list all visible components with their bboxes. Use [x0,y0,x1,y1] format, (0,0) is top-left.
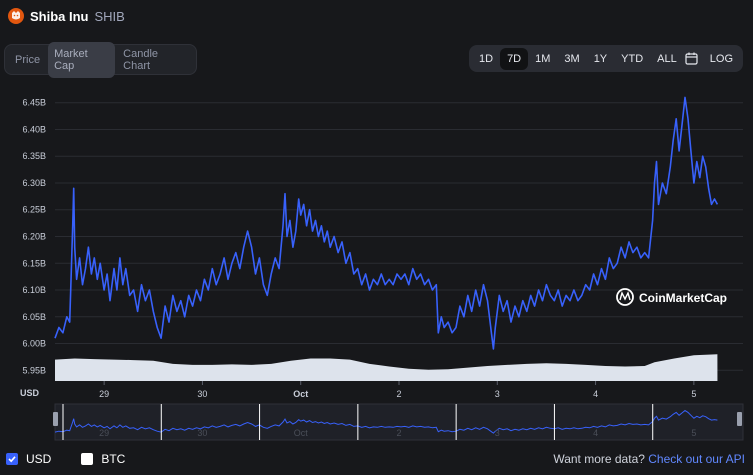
api-link[interactable]: Check out our API [648,452,745,466]
volume-area [55,354,718,381]
range-1d-button[interactable]: 1D [479,52,494,65]
navigator-tick-label: 2 [396,428,401,438]
range-7d-button[interactable]: 7D [500,47,529,70]
chart-type-tabs: Price Market Cap Candle Chart [4,41,197,78]
y-tick-label: 6.15B [22,258,46,268]
tab-price[interactable]: Price [15,53,41,66]
x-tick-label: 2 [396,389,401,399]
coin-name: Shiba Inu [30,8,89,24]
x-tick-label: 29 [99,389,109,399]
y-tick-label: 5.95B [22,365,46,375]
tab-candle-chart[interactable]: Candle Chart [123,47,159,72]
y-tick-label: 6.10B [22,285,46,295]
btc-checkbox[interactable] [81,453,94,465]
tab-market-cap[interactable]: Market Cap [48,41,116,78]
y-tick-label: 6.20B [22,232,46,242]
range-1m-button[interactable]: 1M [535,52,551,65]
y-tick-label: 6.05B [22,312,46,322]
y-tick-label: 6.30B [22,178,46,188]
navigator-tick-label: 30 [197,428,207,438]
y-axis-ticks: 6.45B 6.40B 6.35B 6.30B 6.25B 6.20B 6.15B 6.10B… [22,98,46,376]
legend-btc[interactable]: BTC [81,452,125,466]
y-tick-label: 6.35B [22,151,46,161]
watermark-text: CoinMarketCap [639,291,727,305]
btc-label: BTC [101,452,126,466]
x-tick-label: 5 [691,389,696,399]
x-tick-label: 4 [593,389,598,399]
api-promo: Want more data? Check out our API [553,452,745,466]
usd-label: USD [26,452,52,466]
usd-checkbox[interactable] [6,453,18,465]
chart-legend: USD BTC [6,452,147,466]
coin-symbol: SHIB [94,8,125,24]
navigator-right-handle[interactable] [737,412,742,426]
navigator-tick-label: 5 [691,428,696,438]
api-promo-text: Want more data? [553,452,645,466]
y-tick-label: 6.25B [22,205,46,215]
y-tick-label: 6.40B [22,124,46,134]
navigator-tick-label: 4 [593,428,598,438]
x-tick-label: 30 [197,389,207,399]
coin-header: Shiba Inu SHIB [8,6,125,26]
x-tick-label: 3 [495,389,500,399]
time-range-selector: 1D 7D 1M 3M 1Y YTD ALL LOG [469,45,743,72]
range-ytd-button[interactable]: YTD [621,52,644,65]
range-3m-button[interactable]: 3M [564,52,580,65]
legend-usd[interactable]: USD [6,452,51,466]
y-tick-label: 6.45B [22,98,46,108]
log-scale-button[interactable]: LOG [709,52,733,65]
range-all-button[interactable]: ALL [657,52,677,65]
navigator-tick-label: 3 [495,428,500,438]
time-navigator[interactable]: 29 30 Oct 2 3 4 5 [53,403,744,441]
x-axis-ticks: 29 30 Oct 2 3 4 5 [99,381,696,399]
range-1y-button[interactable]: 1Y [593,52,608,65]
shiba-inu-logo-icon [8,8,24,24]
market-cap-line [54,96,719,350]
x-tick-label: Oct [293,389,308,399]
y-tick-label: 6.00B [22,339,46,349]
calendar-icon[interactable] [684,48,699,70]
coinmarketcap-watermark: CoinMarketCap [616,288,727,306]
navigator-left-handle[interactable] [53,412,58,426]
navigator-tick-label: Oct [294,428,309,438]
currency-axis-label: USD [20,388,40,398]
navigator-line [54,409,718,434]
navigator-tick-label: 29 [99,428,109,438]
market-cap-chart[interactable]: 6.45B 6.40B 6.35B 6.30B 6.25B 6.20B 6.15B 6.10B… [0,0,753,445]
